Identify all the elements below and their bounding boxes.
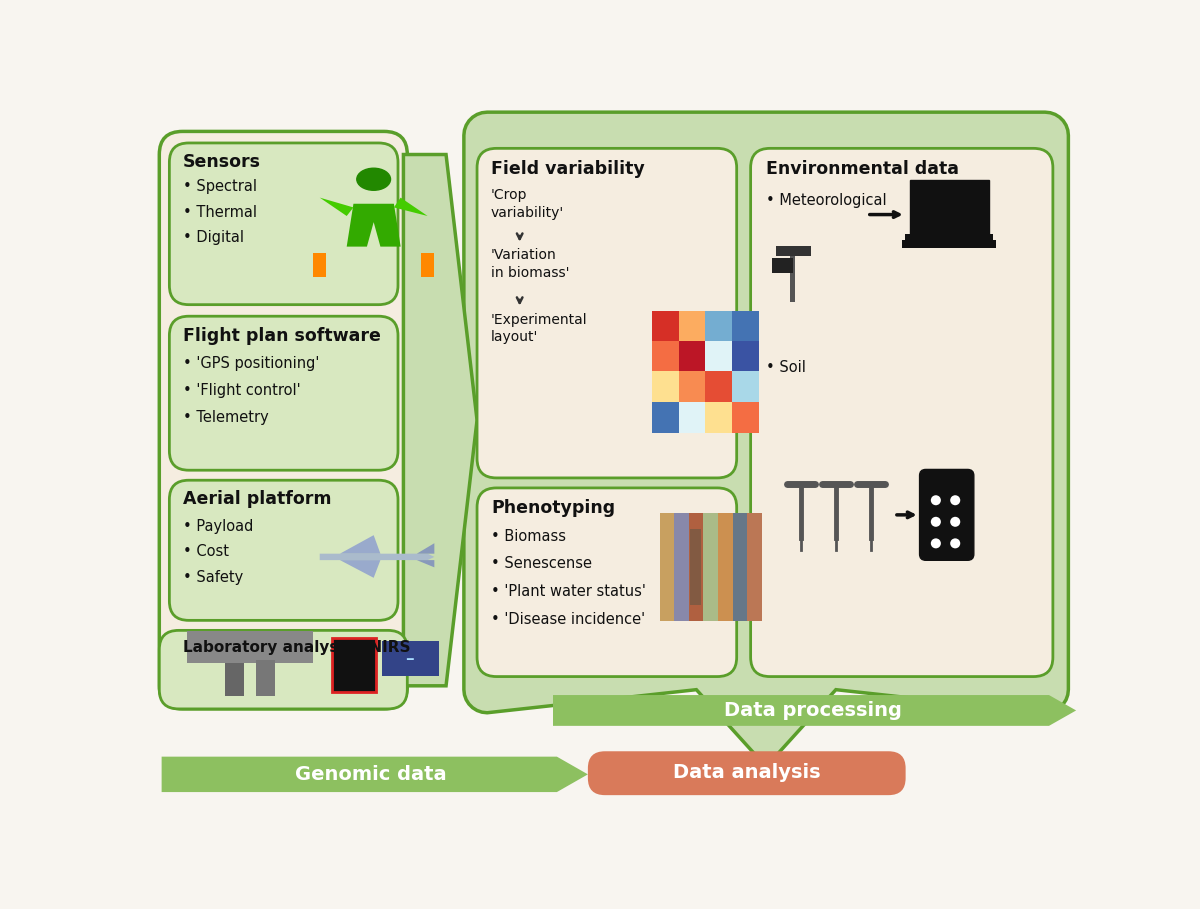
- Circle shape: [931, 495, 941, 505]
- Text: • 'Plant water status': • 'Plant water status': [491, 584, 646, 599]
- Text: Flight plan software: Flight plan software: [182, 327, 380, 345]
- Polygon shape: [403, 155, 478, 685]
- Text: • Safety: • Safety: [182, 570, 242, 584]
- FancyBboxPatch shape: [919, 469, 974, 560]
- FancyBboxPatch shape: [478, 488, 737, 676]
- Text: Aerial platform: Aerial platform: [182, 490, 331, 508]
- Text: 'Variation
in biomass': 'Variation in biomass': [491, 248, 570, 280]
- Text: • Biomass: • Biomass: [491, 529, 566, 544]
- FancyBboxPatch shape: [160, 132, 407, 709]
- FancyBboxPatch shape: [169, 480, 398, 620]
- Text: 'Experimental
layout': 'Experimental layout': [491, 313, 588, 345]
- Circle shape: [950, 495, 960, 505]
- Text: • 'Disease incidence': • 'Disease incidence': [491, 612, 646, 627]
- FancyBboxPatch shape: [478, 148, 737, 478]
- Polygon shape: [553, 695, 1076, 726]
- FancyBboxPatch shape: [160, 630, 407, 709]
- Text: • 'GPS positioning': • 'GPS positioning': [182, 356, 319, 371]
- FancyBboxPatch shape: [910, 180, 989, 238]
- Circle shape: [950, 538, 960, 548]
- Text: • Spectral: • Spectral: [182, 179, 257, 195]
- Text: Laboratory analysis - NIRS: Laboratory analysis - NIRS: [182, 640, 410, 654]
- FancyBboxPatch shape: [169, 143, 398, 305]
- Text: • Soil: • Soil: [766, 360, 806, 375]
- Text: • 'Flight control': • 'Flight control': [182, 384, 300, 398]
- Polygon shape: [162, 756, 588, 792]
- Text: Field variability: Field variability: [491, 160, 644, 178]
- Text: • Digital: • Digital: [182, 230, 244, 245]
- Circle shape: [931, 517, 941, 527]
- Text: • Telemetry: • Telemetry: [182, 410, 269, 425]
- FancyBboxPatch shape: [751, 148, 1052, 676]
- Text: • Meteorological: • Meteorological: [766, 193, 887, 208]
- Text: Genomic data: Genomic data: [295, 764, 446, 784]
- FancyBboxPatch shape: [169, 316, 398, 470]
- Text: • Cost: • Cost: [182, 544, 228, 559]
- Text: Phenotyping: Phenotyping: [491, 499, 616, 517]
- Text: • Senescense: • Senescense: [491, 556, 592, 572]
- Text: • Payload: • Payload: [182, 519, 253, 534]
- Bar: [901, 240, 996, 247]
- Circle shape: [931, 538, 941, 548]
- Text: Sensors: Sensors: [182, 153, 260, 171]
- Bar: [905, 234, 994, 242]
- Text: Data processing: Data processing: [724, 701, 901, 720]
- Text: Environmental data: Environmental data: [766, 160, 959, 178]
- Polygon shape: [464, 112, 1068, 766]
- Text: Data analysis: Data analysis: [673, 764, 821, 783]
- Text: • Thermal: • Thermal: [182, 205, 257, 220]
- FancyBboxPatch shape: [588, 751, 906, 795]
- Text: 'Crop
variability': 'Crop variability': [491, 188, 564, 220]
- Circle shape: [950, 517, 960, 527]
